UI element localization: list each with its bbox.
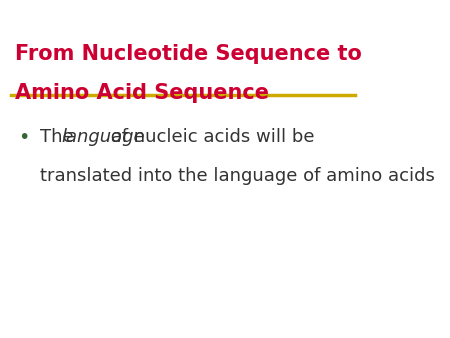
Text: of nucleic acids will be: of nucleic acids will be bbox=[104, 128, 314, 146]
Text: translated into the language of amino acids: translated into the language of amino ac… bbox=[40, 167, 435, 185]
Text: •: • bbox=[18, 128, 30, 147]
Text: language: language bbox=[61, 128, 145, 146]
Text: Amino Acid Sequence: Amino Acid Sequence bbox=[14, 83, 269, 103]
Text: From Nucleotide Sequence to: From Nucleotide Sequence to bbox=[14, 44, 361, 64]
Text: The: The bbox=[40, 128, 80, 146]
